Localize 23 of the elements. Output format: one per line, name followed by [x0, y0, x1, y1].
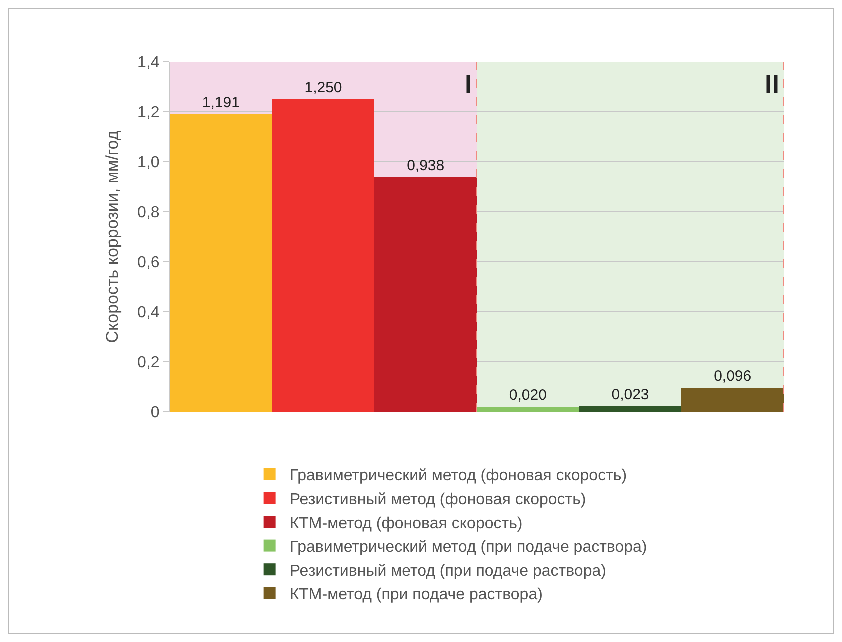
- legend-label: КТМ-метод (фоновая скорость): [290, 515, 523, 532]
- data-label: 0,938: [407, 158, 445, 174]
- y-axis-title: Скорость коррозии, мм/год: [103, 130, 122, 344]
- annotation: II: [765, 69, 780, 99]
- y-tick-label: 1,0: [138, 154, 160, 172]
- legend-label: Резистивный метод (при подаче раствора): [290, 562, 606, 580]
- data-label: 1,191: [202, 94, 240, 112]
- legend-label: Резистивный метод (фоновая скорость): [290, 491, 586, 508]
- y-tick-label: 0,2: [138, 354, 160, 372]
- data-label: 0,096: [714, 368, 752, 385]
- data-label: 1,250: [304, 80, 342, 96]
- legend-label: КТМ-метод (при подаче раствора): [290, 586, 543, 604]
- y-tick-label: 0,6: [138, 254, 160, 272]
- legend-label: Гравиметрический метод (фоновая скорость): [290, 468, 628, 485]
- y-tick-label: 0: [150, 404, 160, 422]
- annotation: I: [465, 69, 472, 99]
- y-tick-label: 1,4: [138, 54, 160, 72]
- y-tick-label: 0,4: [138, 304, 160, 322]
- data-label: 0,020: [509, 387, 547, 404]
- data-label: 0,023: [612, 386, 650, 404]
- y-tick-label: 1,2: [138, 104, 160, 122]
- y-tick-label: 0,8: [138, 204, 160, 222]
- legend-label: Гравиметрический метод (при подаче раствора): [290, 539, 648, 556]
